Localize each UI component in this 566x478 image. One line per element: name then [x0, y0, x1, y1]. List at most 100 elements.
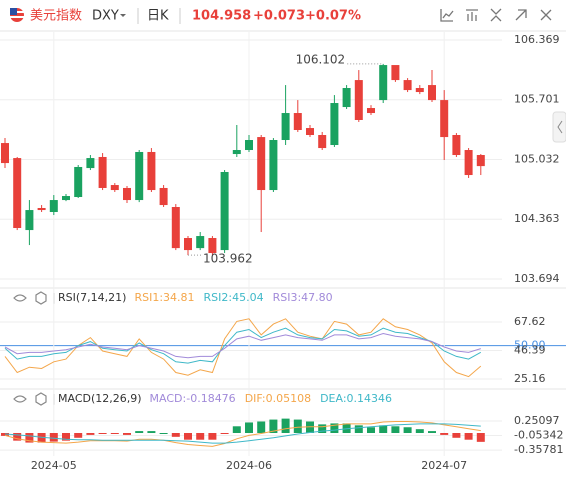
- y-tick-label: 67.62: [514, 315, 546, 328]
- series-line: [4, 421, 481, 447]
- period[interactable]: 日K: [147, 9, 169, 24]
- panel-title: MACD(12,26,9): [58, 392, 142, 405]
- y-tick-label: 103.694: [514, 272, 560, 285]
- candle-body: [476, 155, 485, 167]
- series-line: [4, 327, 482, 364]
- series-line: [4, 332, 481, 359]
- indicator-settings[interactable]: [35, 291, 47, 305]
- side-panel-toggle[interactable]: [552, 111, 566, 143]
- candle-body: [281, 113, 290, 141]
- header: 美元指数 DXY 日K 104.958 +0.073 +0.07%: [0, 8, 566, 32]
- visibility-toggle[interactable]: [13, 294, 27, 302]
- histogram-bar: [391, 426, 400, 433]
- histogram-bar: [220, 433, 229, 434]
- candle-body: [147, 151, 156, 191]
- change-percent: +0.07%: [305, 9, 361, 24]
- legend-entry: DEA:0.14346: [320, 392, 392, 405]
- histogram-bar: [159, 433, 168, 434]
- histogram-bar: [86, 433, 95, 435]
- symbol[interactable]: DXY: [92, 9, 119, 24]
- candle-body: [293, 113, 302, 131]
- price: 104.958: [192, 9, 251, 24]
- settings-button[interactable]: [466, 9, 478, 21]
- candle-body: [220, 171, 229, 251]
- candle-body: [1, 143, 9, 164]
- y-tick-label: 105.032: [514, 152, 560, 165]
- draw-button[interactable]: [490, 8, 502, 22]
- histogram-bar: [452, 433, 461, 438]
- histogram-bar: [208, 433, 217, 440]
- x-tick-label: 2024-06: [226, 459, 272, 472]
- histogram-bar: [98, 433, 107, 434]
- histogram-bar: [367, 427, 375, 433]
- candle-body: [86, 158, 95, 169]
- histogram-bar: [123, 433, 131, 435]
- candle-body: [135, 151, 144, 201]
- flag-canton: [10, 8, 17, 15]
- legend-entry: DIF:0.05108: [245, 392, 311, 405]
- panel-title: RSI(7,14,21): [58, 291, 126, 304]
- histogram-bar: [110, 433, 119, 434]
- y-tick-label: -0.35781: [514, 443, 563, 456]
- series-line: [4, 423, 481, 444]
- low-annotation: 103.962: [203, 252, 253, 266]
- candle-body: [452, 135, 461, 156]
- histogram-bar: [281, 418, 290, 433]
- candle-body: [367, 108, 375, 114]
- histogram-bar: [440, 433, 449, 435]
- y-tick-label: 105.701: [514, 93, 560, 106]
- candle-body: [428, 85, 436, 101]
- indicator-button[interactable]: [440, 9, 454, 22]
- histogram-bar: [74, 433, 83, 438]
- candle-body: [74, 166, 83, 198]
- candle-body: [440, 100, 449, 138]
- candle-body: [354, 80, 363, 120]
- y-tick-label: -0.05342: [514, 429, 563, 442]
- histogram-bar: [62, 433, 70, 441]
- series-line: [4, 318, 482, 378]
- histogram-bar: [293, 419, 302, 433]
- candle-body: [306, 128, 314, 136]
- candle-body: [110, 185, 119, 191]
- change: +0.073: [253, 9, 305, 24]
- candle-body: [37, 207, 46, 211]
- fullscreen-button[interactable]: [540, 9, 552, 21]
- candle-body: [13, 158, 22, 229]
- indicator-settings[interactable]: [35, 392, 47, 406]
- candle-body: [379, 65, 388, 101]
- histogram-bar: [354, 425, 363, 433]
- histogram-bar: [257, 421, 266, 433]
- histogram-bar: [379, 425, 388, 433]
- chevron: [557, 120, 563, 134]
- histogram-bar: [232, 426, 241, 433]
- flag-stripe: [10, 16, 24, 18]
- candle-body: [184, 238, 192, 251]
- x-tick-label: 2024-07: [421, 459, 467, 472]
- histogram-bar: [330, 423, 339, 433]
- histogram-bar: [171, 433, 180, 437]
- candle-body: [171, 207, 180, 249]
- histogram-bar: [49, 433, 58, 442]
- candle-body: [49, 200, 58, 213]
- index-name[interactable]: 美元指数: [30, 9, 82, 24]
- histogram-bar: [135, 431, 144, 433]
- histogram-bar: [13, 433, 22, 441]
- histogram-bar: [318, 424, 327, 433]
- y-tick-label: 50.00: [514, 339, 546, 352]
- dropdown-caret[interactable]: [120, 14, 126, 17]
- histogram-bar: [196, 433, 205, 440]
- candle-body: [342, 88, 351, 108]
- compare-button[interactable]: [515, 9, 527, 21]
- candle-body: [196, 236, 205, 249]
- candle-body: [232, 150, 241, 155]
- candle-body: [391, 65, 400, 81]
- visibility-toggle[interactable]: [13, 395, 27, 403]
- candle-body: [415, 88, 424, 93]
- histogram-bar: [476, 433, 485, 442]
- candle-body: [318, 135, 327, 149]
- histogram-bar: [184, 433, 192, 440]
- histogram-bar: [269, 419, 278, 433]
- y-tick-label: 25.16: [514, 372, 546, 385]
